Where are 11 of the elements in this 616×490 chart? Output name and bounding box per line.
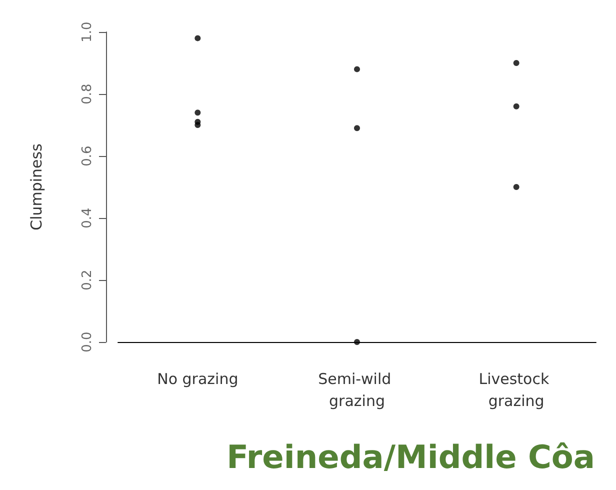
- x-tick-label: Semi-wild grazing: [318, 370, 396, 410]
- x-tick-label: Livestock grazing: [478, 370, 554, 410]
- y-tick-label: 0.0: [80, 332, 95, 352]
- y-tick-label: 0.6: [80, 146, 95, 166]
- y-tick-label: 0.4: [80, 208, 95, 228]
- y-axis-title: Clumpiness: [28, 143, 46, 230]
- text: Freineda/Middle Côa: [226, 438, 595, 476]
- y-tick-label: 1.0: [80, 22, 95, 42]
- y-tick-label: 0.8: [80, 84, 95, 104]
- x-tick-label: No grazing: [157, 370, 238, 388]
- y-tick-label: 0.2: [80, 270, 95, 290]
